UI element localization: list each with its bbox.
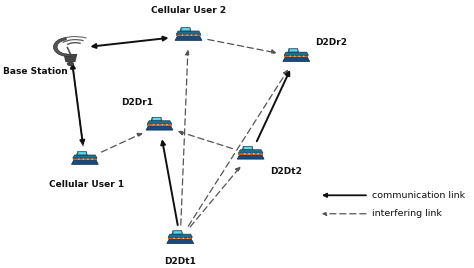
Polygon shape xyxy=(73,158,97,160)
Polygon shape xyxy=(72,160,98,164)
Text: Base Station: Base Station xyxy=(3,67,68,76)
Polygon shape xyxy=(283,57,310,62)
Polygon shape xyxy=(175,36,202,40)
Circle shape xyxy=(157,124,159,125)
Circle shape xyxy=(67,62,74,66)
Text: Cellular User 1: Cellular User 1 xyxy=(49,180,125,189)
Polygon shape xyxy=(244,147,252,149)
Text: interfering link: interfering link xyxy=(372,209,442,218)
Polygon shape xyxy=(173,231,182,233)
Polygon shape xyxy=(168,237,192,239)
Polygon shape xyxy=(238,150,263,153)
Circle shape xyxy=(78,158,80,160)
Polygon shape xyxy=(153,118,161,120)
Circle shape xyxy=(82,158,84,160)
Text: D2Dt1: D2Dt1 xyxy=(164,257,196,266)
Polygon shape xyxy=(182,28,190,30)
Polygon shape xyxy=(180,28,191,31)
Text: D2Dr1: D2Dr1 xyxy=(121,98,153,107)
Polygon shape xyxy=(284,55,309,57)
Polygon shape xyxy=(73,155,97,158)
Polygon shape xyxy=(176,31,201,34)
Polygon shape xyxy=(167,239,194,244)
Polygon shape xyxy=(64,54,77,62)
Circle shape xyxy=(290,56,291,57)
Circle shape xyxy=(91,158,93,160)
Circle shape xyxy=(187,238,189,239)
Polygon shape xyxy=(284,52,309,55)
Text: Cellular User 2: Cellular User 2 xyxy=(151,6,226,15)
Polygon shape xyxy=(78,152,86,154)
Circle shape xyxy=(244,153,246,154)
Polygon shape xyxy=(77,151,87,155)
Circle shape xyxy=(195,35,197,36)
Polygon shape xyxy=(172,231,182,234)
Circle shape xyxy=(248,153,250,154)
Circle shape xyxy=(253,153,255,154)
Polygon shape xyxy=(238,153,263,155)
Polygon shape xyxy=(243,146,253,150)
Text: D2Dt2: D2Dt2 xyxy=(270,167,302,176)
Circle shape xyxy=(173,238,175,239)
Circle shape xyxy=(191,35,192,36)
Circle shape xyxy=(294,56,296,57)
Circle shape xyxy=(182,238,184,239)
Polygon shape xyxy=(290,49,298,51)
Circle shape xyxy=(178,238,180,239)
Text: communication link: communication link xyxy=(372,191,465,200)
Polygon shape xyxy=(147,121,172,124)
Circle shape xyxy=(87,158,89,160)
Circle shape xyxy=(257,153,259,154)
Polygon shape xyxy=(237,155,264,159)
Polygon shape xyxy=(147,124,172,126)
Circle shape xyxy=(303,56,305,57)
Wedge shape xyxy=(54,38,71,57)
Circle shape xyxy=(298,56,300,57)
Circle shape xyxy=(186,35,188,36)
Polygon shape xyxy=(168,234,192,237)
Circle shape xyxy=(153,124,155,125)
Polygon shape xyxy=(176,34,201,36)
Circle shape xyxy=(166,124,168,125)
Text: D2Dr2: D2Dr2 xyxy=(316,38,347,47)
Circle shape xyxy=(162,124,164,125)
Polygon shape xyxy=(151,117,162,121)
Polygon shape xyxy=(146,126,173,130)
Circle shape xyxy=(182,35,183,36)
Polygon shape xyxy=(288,49,299,52)
